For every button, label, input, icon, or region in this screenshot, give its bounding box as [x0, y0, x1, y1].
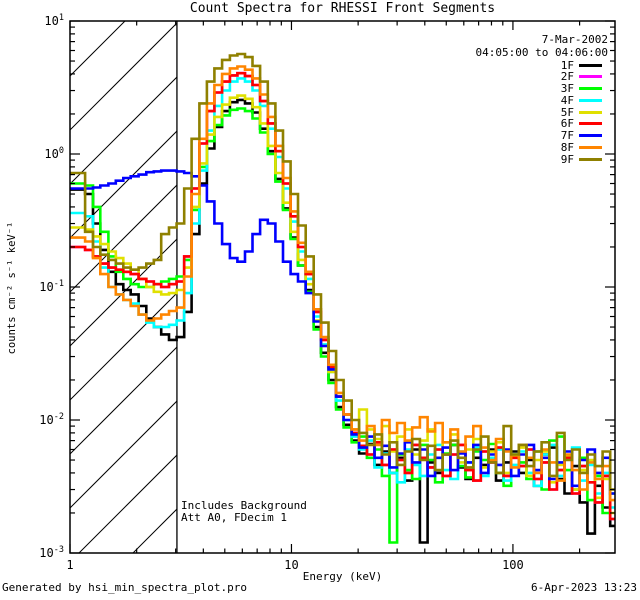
annotation-background: Includes Background [181, 499, 307, 512]
legend-label: 8F [560, 140, 574, 154]
legend-color-line [579, 145, 602, 149]
x-tick-label: 10 [284, 558, 298, 572]
observation-time-range: 04:05:00 to 04:06:00 [475, 46, 608, 59]
spectra-curves [70, 52, 615, 544]
x-tick-label: 100 [502, 558, 524, 572]
series-curve-4F [70, 77, 615, 509]
y-axis-label: counts cm⁻² s⁻¹ keV⁻¹ [6, 221, 18, 355]
legend-item-3F: 3F [561, 83, 602, 94]
legend-color-line [579, 122, 602, 126]
legend-color-line [579, 87, 602, 90]
legend-item-9F: 9F [561, 154, 602, 165]
legend-item-5F: 5F [561, 107, 602, 118]
legend-color-line [579, 134, 602, 137]
series-curve-8F [70, 65, 615, 502]
legend-label: 5F [560, 105, 574, 119]
series-curve-7F [70, 169, 615, 495]
legend-item-4F: 4F [561, 95, 602, 106]
tick-labels: 1 10 100 10-3 10-2 10-1 100 101 [39, 13, 523, 572]
legend-label: 7F [560, 129, 574, 142]
legend-item-1F: 1F [561, 60, 602, 71]
render-timestamp: 6-Apr-2023 13:23 [531, 581, 637, 594]
observation-date: 7-Mar-2002 [541, 33, 608, 46]
x-tick-label: 1 [66, 558, 73, 572]
legend-item-6F: 6F [561, 118, 602, 129]
legend-color-line [579, 98, 602, 102]
series-curve-9F [70, 52, 615, 491]
legend-label: 9F [560, 152, 574, 166]
y-tick-label: 10-1 [39, 279, 64, 294]
legend-color-line [579, 157, 602, 161]
legend-item-7F: 7F [561, 130, 602, 141]
y-tick-label: 10-2 [39, 412, 64, 427]
legend-label: 4F [560, 93, 574, 107]
legend-label: 3F [560, 82, 574, 95]
legend-item-2F: 2F [561, 71, 602, 82]
generator-credit: Generated by hsi_min_spectra_plot.pro [2, 581, 248, 594]
y-tick-label: 100 [44, 146, 64, 161]
annotation-attenuator: Att A0, FDecim 1 [181, 511, 287, 524]
page-title: Count Spectra for RHESSI Front Segments [189, 1, 496, 16]
legend-label: 6F [560, 117, 574, 131]
legend-color-line [579, 110, 602, 114]
legend-label: 1F [560, 58, 574, 72]
legend-color-line [579, 75, 602, 79]
legend-color-line [579, 63, 602, 67]
y-tick-label: 10-3 [39, 545, 64, 560]
y-tick-label: 101 [44, 13, 64, 28]
x-axis-label: Energy (keV) [302, 570, 383, 583]
axis-ticks [69, 20, 615, 554]
legend-label: 2F [560, 70, 574, 84]
legend-item-8F: 8F [561, 142, 602, 153]
